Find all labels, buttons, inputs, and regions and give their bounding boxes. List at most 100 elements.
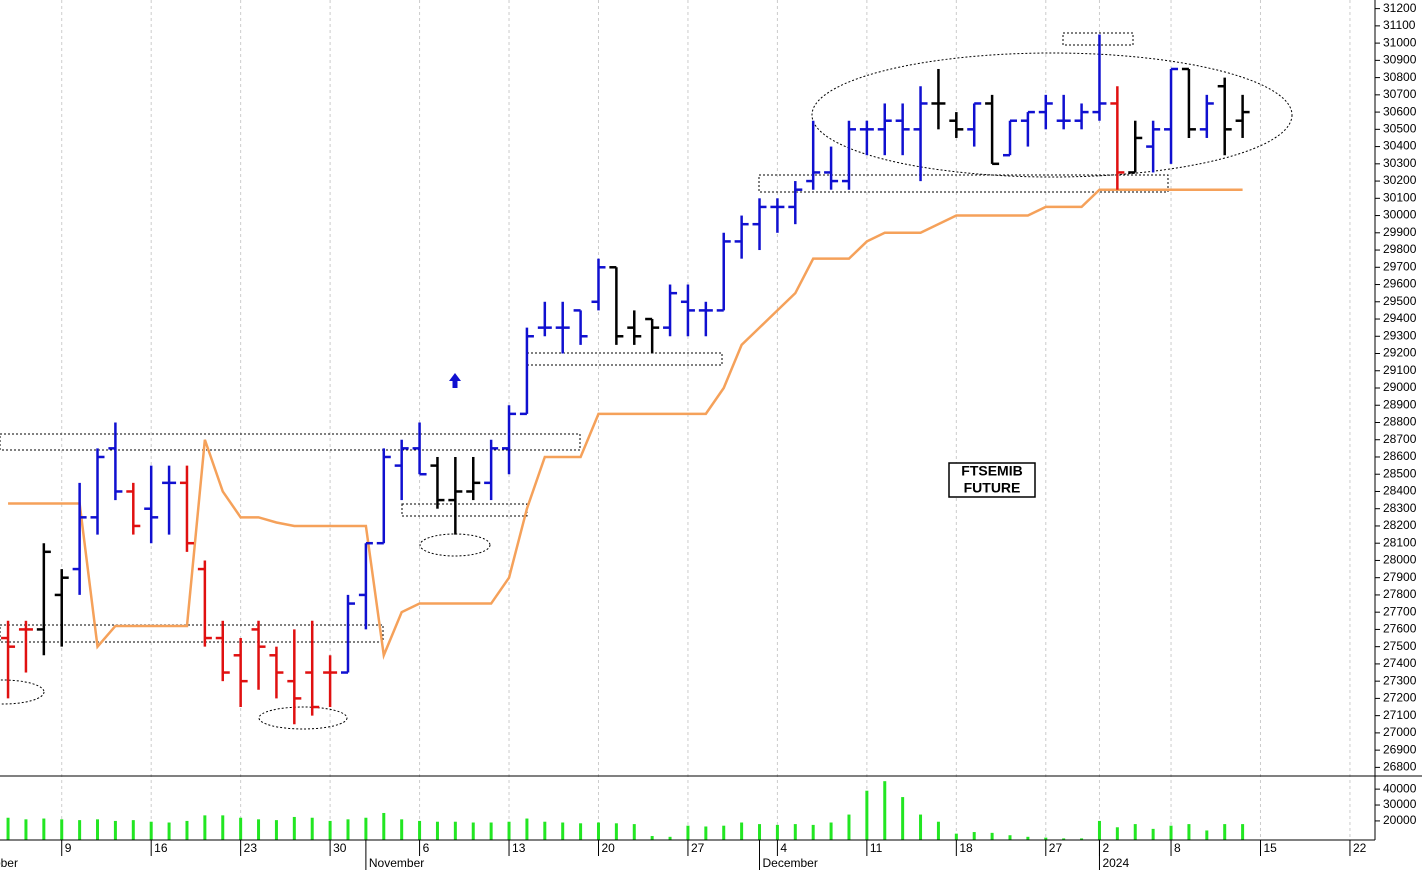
volume-bar xyxy=(561,822,565,840)
volume-bar xyxy=(471,822,475,840)
volume-bar xyxy=(847,814,851,840)
volume-bar xyxy=(865,790,869,840)
x-tick-label: October xyxy=(0,856,18,870)
y-tick-label: 28000 xyxy=(1383,553,1417,567)
volume-bar xyxy=(1044,837,1048,840)
x-tick-label: 20 xyxy=(601,841,615,855)
volume-bar xyxy=(78,820,82,840)
y-tick-label: 28800 xyxy=(1383,415,1417,429)
volume-bar xyxy=(1169,825,1173,840)
volume-bar xyxy=(936,821,940,840)
y-tick-label: 29000 xyxy=(1383,380,1417,394)
y-tick-label: 27000 xyxy=(1383,725,1417,739)
y-tick-label: 20000 xyxy=(1383,813,1417,827)
volume-bar xyxy=(740,822,744,840)
y-tick-label: 27600 xyxy=(1383,622,1417,636)
y-tick-label: 27800 xyxy=(1383,587,1417,601)
x-tick-label: 22 xyxy=(1353,841,1367,855)
y-tick-label: 28900 xyxy=(1383,397,1417,411)
x-tick-label: 8 xyxy=(1174,841,1181,855)
volume-bar xyxy=(579,823,583,840)
y-tick-label: 28700 xyxy=(1383,432,1417,446)
x-tick-label: 13 xyxy=(512,841,526,855)
volume-bar xyxy=(328,820,332,840)
volume-bar xyxy=(543,821,547,840)
x-tick-label: 11 xyxy=(870,841,883,855)
y-tick-label: 30600 xyxy=(1383,104,1417,118)
volume-bar xyxy=(203,815,207,840)
y-tick-label: 27900 xyxy=(1383,570,1417,584)
y-tick-label: 27400 xyxy=(1383,656,1417,670)
volume-bar xyxy=(1097,820,1101,840)
y-tick-label: 30400 xyxy=(1383,139,1417,153)
volume-bar xyxy=(1062,838,1066,840)
range-box xyxy=(0,433,581,451)
x-tick-label: 23 xyxy=(244,841,258,855)
label-box xyxy=(948,462,1036,498)
y-tick-label: 40000 xyxy=(1383,781,1417,795)
volume-bar xyxy=(1008,835,1012,840)
y-tick-label: 30000 xyxy=(1383,208,1417,222)
volume-bar xyxy=(274,820,278,840)
volume-bar xyxy=(650,836,654,840)
x-tick-label: 27 xyxy=(691,841,705,855)
up-arrow xyxy=(449,373,461,388)
y-tick-label: 27100 xyxy=(1383,708,1417,722)
x-tick-label: November xyxy=(369,856,424,870)
volume-bar xyxy=(722,825,726,840)
y-tick-label: 29600 xyxy=(1383,277,1417,291)
volume-bar xyxy=(60,819,64,840)
volume-bar xyxy=(1223,824,1227,840)
annotations-layer: FTSEMIB FUTURE xyxy=(0,32,1293,730)
volume-bar xyxy=(1241,824,1245,840)
range-box xyxy=(401,503,528,517)
volume-bar xyxy=(96,819,100,840)
annotation: FUTURE xyxy=(964,480,1021,496)
volume-bar xyxy=(453,821,457,840)
y-tick-label: 30700 xyxy=(1383,87,1417,101)
y-tick-label: 30500 xyxy=(1383,122,1417,136)
volume-bar xyxy=(1080,838,1084,840)
y-tick-label: 29500 xyxy=(1383,294,1417,308)
volume-bar xyxy=(1133,824,1137,840)
y-tick-label: 29100 xyxy=(1383,363,1417,377)
y-tick-label: 29300 xyxy=(1383,328,1417,342)
volume-bar xyxy=(131,820,135,840)
y-tick-label: 27200 xyxy=(1383,691,1417,705)
volume-bar xyxy=(1026,836,1030,840)
volume-bar xyxy=(185,820,189,840)
x-tick-label: December xyxy=(763,856,818,870)
volume-bar xyxy=(704,826,708,840)
x-tick-label: 2024 xyxy=(1102,856,1129,870)
volume-bar xyxy=(793,824,797,840)
y-tick-label: 26800 xyxy=(1383,760,1417,774)
y-tick-label: 28500 xyxy=(1383,466,1417,480)
y-tick-label: 30100 xyxy=(1383,190,1417,204)
volume-bar xyxy=(257,819,261,840)
y-tick-label: 27500 xyxy=(1383,639,1417,653)
volume-bar xyxy=(596,822,600,840)
volume-bar xyxy=(400,819,404,840)
volume-bar xyxy=(489,822,493,840)
volume-bar xyxy=(972,832,976,840)
volume-bar xyxy=(954,833,958,840)
volume-bar xyxy=(24,819,28,840)
y-tick-label: 31200 xyxy=(1383,1,1417,15)
highlight-ellipse xyxy=(419,533,491,557)
x-tick-label: 15 xyxy=(1263,841,1277,855)
y-tick-label: 27700 xyxy=(1383,604,1417,618)
volume-bar xyxy=(418,820,422,840)
volume-bar xyxy=(364,817,368,840)
y-tick-label: 31000 xyxy=(1383,35,1417,49)
volume-bar xyxy=(239,817,243,840)
y-tick-label: 30200 xyxy=(1383,173,1417,187)
y-tick-label: 29700 xyxy=(1383,259,1417,273)
volume-bar xyxy=(42,818,46,840)
x-tick-label: 4 xyxy=(780,841,787,855)
volume-bar xyxy=(901,797,905,840)
x-tick-label: 6 xyxy=(423,841,430,855)
y-tick-label: 30300 xyxy=(1383,156,1417,170)
volume-bar xyxy=(382,812,386,840)
